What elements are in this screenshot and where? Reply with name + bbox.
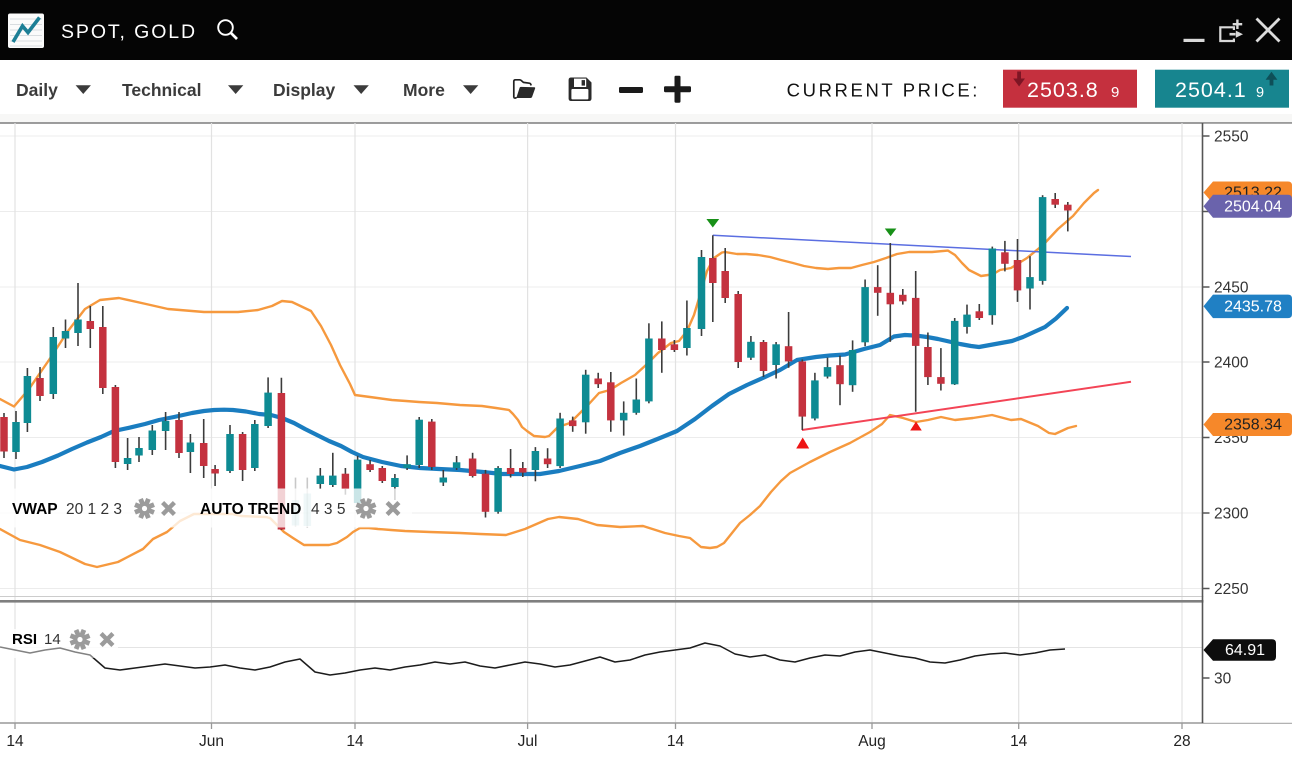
svg-text:RSI: RSI — [12, 631, 37, 648]
svg-text:2400: 2400 — [1214, 355, 1249, 372]
svg-text:2504.1: 2504.1 — [1175, 78, 1247, 102]
svg-text:14: 14 — [1010, 733, 1028, 750]
svg-text:14: 14 — [346, 733, 364, 750]
svg-text:2550: 2550 — [1214, 129, 1249, 146]
svg-text:20 1 2 3: 20 1 2 3 — [66, 501, 122, 518]
svg-text:More: More — [403, 80, 445, 100]
svg-text:9: 9 — [1111, 84, 1119, 101]
svg-text:CURRENT PRICE:: CURRENT PRICE: — [787, 80, 980, 101]
svg-text:30: 30 — [1214, 671, 1232, 688]
svg-text:Technical: Technical — [122, 80, 201, 100]
svg-text:4 3 5: 4 3 5 — [311, 501, 345, 518]
svg-text:Jul: Jul — [518, 733, 538, 750]
svg-text:64.91: 64.91 — [1225, 642, 1265, 659]
svg-text:2250: 2250 — [1214, 581, 1249, 598]
svg-text:Aug: Aug — [858, 733, 886, 750]
svg-text:VWAP: VWAP — [12, 501, 58, 518]
svg-text:2504.04: 2504.04 — [1224, 199, 1282, 216]
svg-text:SPOT, GOLD: SPOT, GOLD — [61, 21, 197, 43]
svg-text:2358.34: 2358.34 — [1224, 417, 1282, 434]
svg-text:AUTO TREND: AUTO TREND — [200, 501, 301, 518]
svg-text:Display: Display — [273, 80, 336, 100]
svg-text:28: 28 — [1173, 733, 1190, 750]
svg-text:Jun: Jun — [199, 733, 224, 750]
svg-text:2450: 2450 — [1214, 280, 1249, 297]
svg-text:2435.78: 2435.78 — [1224, 299, 1282, 316]
svg-text:Daily: Daily — [16, 80, 58, 100]
svg-text:14: 14 — [667, 733, 685, 750]
svg-text:2300: 2300 — [1214, 506, 1249, 523]
svg-text:9: 9 — [1256, 85, 1264, 101]
svg-text:14: 14 — [44, 631, 61, 648]
svg-text:2503.8: 2503.8 — [1027, 78, 1099, 102]
svg-text:14: 14 — [6, 733, 24, 750]
